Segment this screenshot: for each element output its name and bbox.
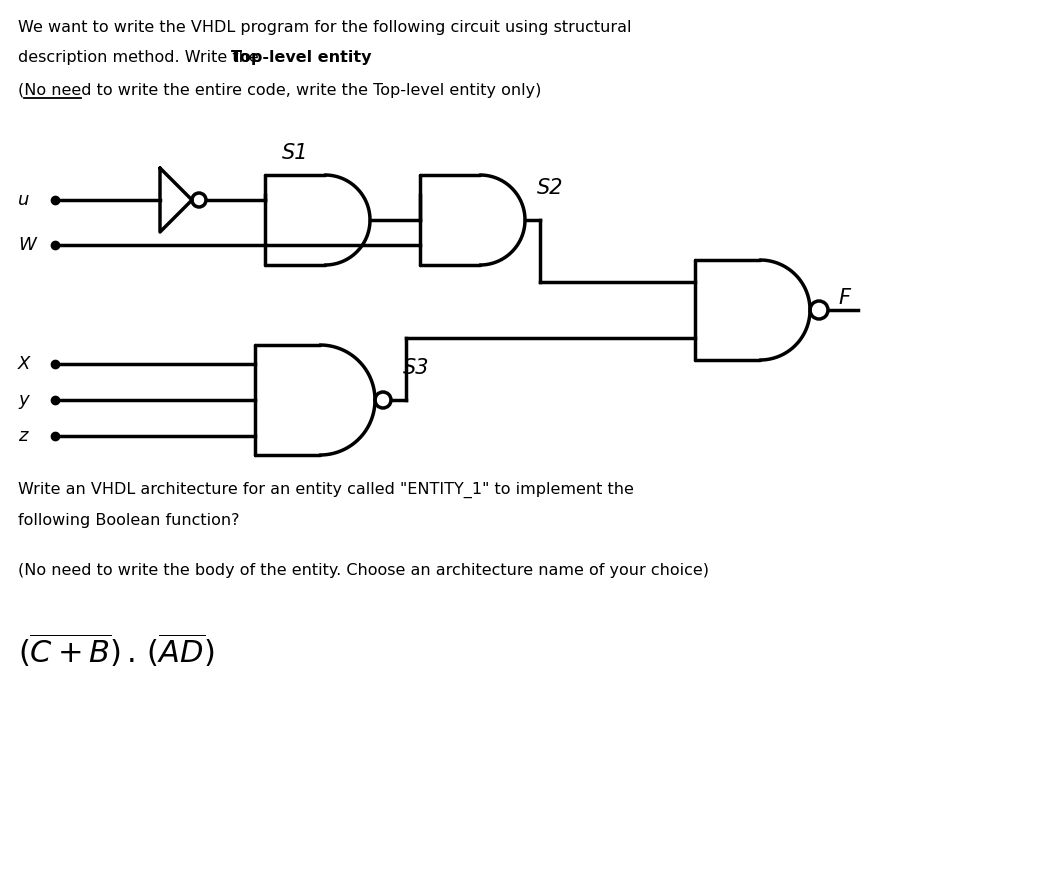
Text: We want to write the VHDL program for the following circuit using structural: We want to write the VHDL program for th… [18, 19, 631, 34]
Text: (No need to write the entire code, write the Top-level entity only): (No need to write the entire code, write… [18, 83, 542, 98]
Text: .: . [339, 49, 344, 64]
Text: S3: S3 [404, 358, 430, 378]
Text: z: z [18, 428, 27, 445]
Text: X: X [18, 355, 30, 373]
Text: S2: S2 [537, 178, 564, 198]
Text: u: u [18, 191, 29, 209]
Text: description method. Write the: description method. Write the [18, 49, 264, 64]
Text: following Boolean function?: following Boolean function? [18, 512, 239, 527]
Text: (No need to write the body of the entity. Choose an architecture name of your ch: (No need to write the body of the entity… [18, 562, 709, 577]
Text: $(\overline{C+B})\,.\,(\overline{AD})$: $(\overline{C+B})\,.\,(\overline{AD})$ [18, 631, 214, 669]
Text: F: F [838, 288, 850, 308]
Text: Top-level entity: Top-level entity [231, 49, 371, 64]
Text: S1: S1 [282, 143, 308, 163]
Text: Write an VHDL architecture for an entity called "ENTITY_1" to implement the: Write an VHDL architecture for an entity… [18, 482, 633, 498]
Text: W: W [18, 236, 35, 254]
Text: y: y [18, 391, 29, 409]
